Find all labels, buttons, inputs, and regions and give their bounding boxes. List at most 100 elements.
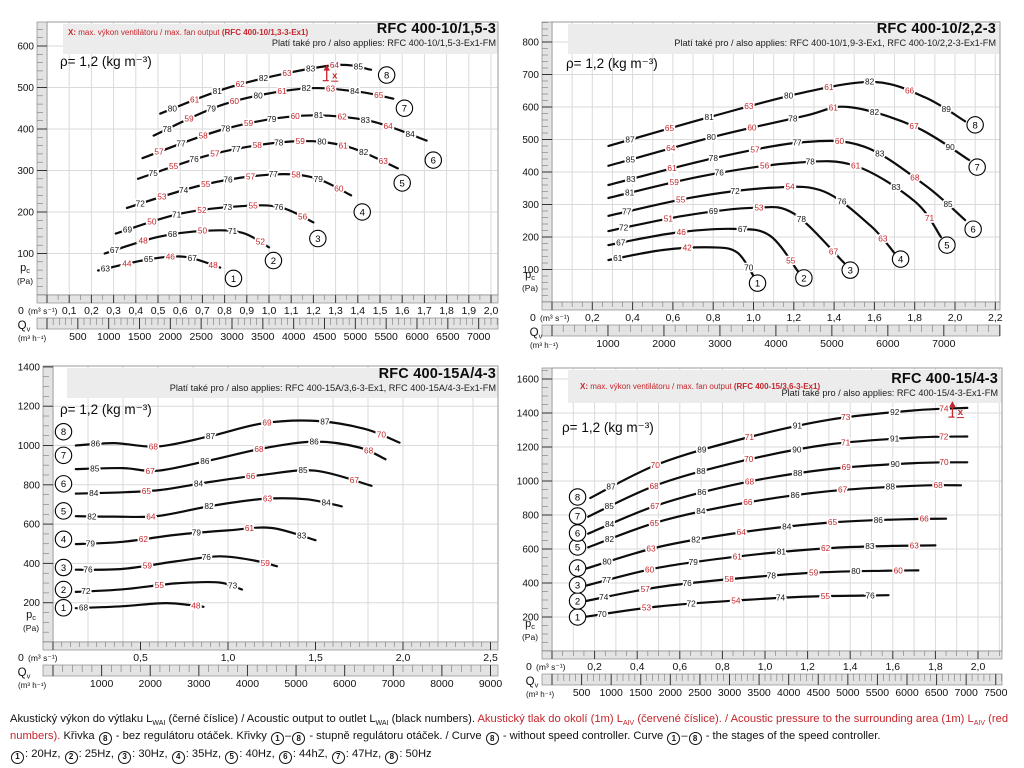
- curve-value-red: 54: [785, 182, 795, 192]
- curve-value-red: 71: [745, 432, 755, 442]
- x-tick-label: 1,3: [328, 305, 343, 317]
- fan-curve-6: [141, 114, 428, 160]
- x-tick-label: 2,0: [396, 652, 411, 664]
- curve-value-red: 60: [645, 564, 655, 574]
- x-tick-label: 0,1: [62, 305, 77, 317]
- curve-value-black: 80: [253, 90, 263, 100]
- curve-value-black: 79: [689, 557, 699, 567]
- curve-value-black: 86: [309, 436, 319, 446]
- curve-value-red: 60: [230, 96, 240, 106]
- curve-value-black: 86: [200, 456, 210, 466]
- chart2-header: RFC 400-10/2,2-3 Platí také pro / also a…: [674, 21, 996, 48]
- curve-value-black: 67: [188, 253, 198, 263]
- curve-value-red: 71: [841, 437, 851, 447]
- caption-segment: (červené číslice). / Acoustic pressure t…: [634, 713, 974, 725]
- curve-value-red: 65: [665, 123, 675, 133]
- caption-segment: (černé číslice) / Acoustic output to out…: [165, 713, 376, 725]
- curve-value-black: 91: [890, 434, 900, 444]
- curve-value-black: 88: [886, 482, 896, 492]
- svg-text:5: 5: [61, 506, 66, 517]
- fan-curve-1: [607, 246, 755, 278]
- curve-value-black: 76: [83, 565, 93, 575]
- y-tick-label: 600: [522, 103, 539, 114]
- chart1-density-label: ρ= 1,2 (kg m⁻³): [60, 54, 152, 69]
- curve-value-red: 61: [829, 102, 839, 112]
- svg-text:6: 6: [970, 225, 975, 236]
- chart3-canvas: 200 400 600 800 1000 1200 1400 0,5 1,0 1,5 2,0 2,5 0…: [18, 362, 503, 690]
- curve-value-red: 67: [650, 501, 660, 511]
- curve-value-black: 85: [626, 154, 636, 164]
- x-tick-label: 1,2: [800, 661, 815, 673]
- curve-value-black: 88: [696, 466, 706, 476]
- curve-value-red: 68: [745, 476, 755, 486]
- curve-value-black: 84: [322, 497, 332, 507]
- y-tick-label: 600: [17, 42, 34, 53]
- fan-curve-7: [74, 440, 387, 473]
- qv-tick-label: 3000: [220, 331, 244, 343]
- note-x: X:: [68, 28, 76, 37]
- curve-value-black: 82: [87, 511, 97, 521]
- fan-curve-8: [159, 63, 373, 115]
- svg-text:6: 6: [61, 479, 66, 490]
- qv-tick-label: 4000: [236, 678, 260, 690]
- curve-value-black: 71: [172, 209, 182, 219]
- circled-number-8: 8: [485, 732, 499, 746]
- caption-paragraph: Akustický výkon do výtlaku LWAI (černé č…: [10, 712, 1016, 746]
- curve-value-black: 80: [851, 566, 861, 576]
- curve-value-black: 83: [306, 63, 316, 73]
- curve-value-red: 59: [244, 118, 254, 128]
- curve-value-red: 66: [905, 85, 915, 95]
- caption-segment: - stupně regulátoru otáček. / Curve: [306, 730, 485, 743]
- y-tick-label: 200: [522, 613, 539, 624]
- curve-value-red: 65: [828, 517, 838, 527]
- svg-text:2: 2: [271, 256, 276, 267]
- curve-value-red: 60: [835, 136, 845, 146]
- curve-value-black: 70: [598, 609, 608, 619]
- curve-value-black: 90: [792, 444, 802, 454]
- curve-value-black: 82: [359, 147, 369, 157]
- fan-curve-1: [97, 255, 222, 272]
- curve-value-black: 79: [267, 114, 277, 124]
- curve-value-red: 59: [261, 558, 271, 568]
- curve-value-black: 76: [683, 578, 693, 588]
- qv-axis-ruler: [42, 664, 499, 677]
- x-zero-label: 0: [18, 652, 24, 664]
- curve-value-black: 89: [697, 445, 707, 455]
- qv-axis-unit: (m³ h⁻¹): [530, 341, 559, 350]
- curve-value-red: 65: [374, 90, 384, 100]
- x-tick-label: 1,0: [746, 312, 761, 324]
- curve-value-black: 78: [806, 157, 816, 167]
- x-tick-label: 0,8: [706, 312, 721, 324]
- x-tick-label: 1,8: [439, 305, 454, 317]
- x-axis-ruler: [42, 641, 499, 651]
- curve-value-black: 77: [602, 575, 612, 585]
- svg-text:1: 1: [575, 612, 580, 623]
- fan-curve-6: [587, 461, 969, 535]
- qv-tick-label: 500: [69, 331, 87, 343]
- curve-value-red: 62: [236, 79, 246, 89]
- svg-text:4: 4: [360, 207, 365, 218]
- curve-value-red: 73: [841, 412, 851, 422]
- curve-value-black: 85: [298, 465, 308, 475]
- x-tick-label: 1,6: [867, 312, 882, 324]
- qv-tick-label: 3000: [708, 338, 732, 350]
- qv-tick-label: 7000: [932, 338, 956, 350]
- curve-value-red: 55: [821, 591, 831, 601]
- caption-segment: Akustický výkon do výtlaku L: [10, 713, 153, 725]
- qv-tick-label: 4500: [313, 331, 337, 343]
- fan-curve-2: [582, 569, 920, 603]
- curve-badge-8: 8: [377, 66, 396, 84]
- caption-segment: WAI: [152, 720, 166, 728]
- curve-value-black: 78: [797, 214, 807, 224]
- curve-badge-3: 3: [309, 229, 327, 248]
- curve-value-red: 58: [199, 130, 209, 140]
- curve-value-red: 61: [733, 551, 743, 561]
- curve-value-red: 53: [157, 191, 167, 201]
- caption-segment: : 35Hz,: [185, 748, 225, 761]
- curve-value-red: 68: [649, 481, 659, 491]
- qv-tick-label: 1500: [629, 687, 653, 699]
- header-band: [568, 24, 1000, 54]
- x-tick-label: 2,0: [484, 305, 499, 317]
- x-tick-label: 0,2: [84, 305, 99, 317]
